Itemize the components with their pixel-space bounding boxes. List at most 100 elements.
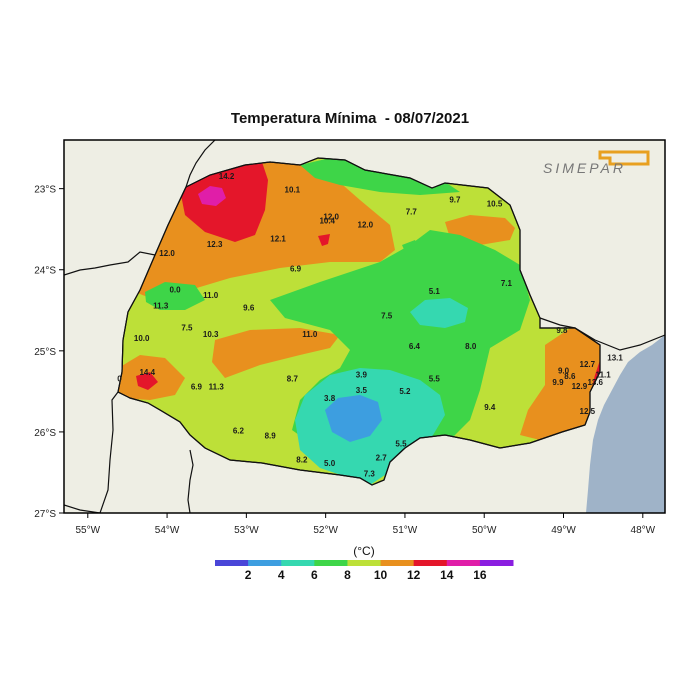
lon-tick-label: 54°W — [155, 525, 180, 536]
lon-tick-label: 51°W — [393, 525, 418, 536]
station-value: 7.5 — [381, 311, 393, 320]
lat-tick-label: 26°S — [34, 428, 56, 439]
station-value: 3.8 — [324, 394, 336, 403]
field-4-6-south — [325, 395, 382, 442]
lat-tick-label: 24°S — [34, 266, 56, 277]
station-value: 12.0 — [323, 212, 339, 221]
temperature-field — [118, 158, 600, 485]
station-value: 9.4 — [484, 403, 496, 412]
station-value: 5.0 — [324, 459, 336, 468]
map-axes: 55°W 54°W 53°W 52°W 51°W 50°W 49°W 48°W 23°S 24°S… — [34, 185, 655, 536]
station-value: 0.0 — [169, 285, 181, 294]
lon-tick-label: 53°W — [234, 525, 259, 536]
station-value: 14.2 — [219, 172, 235, 181]
field-14-16-west — [136, 372, 158, 390]
station-value: 11.0 — [203, 291, 219, 300]
station-value: 7.5 — [181, 324, 193, 333]
station-value: 5.1 — [429, 287, 441, 296]
station-value: 5.2 — [399, 387, 411, 396]
colorbar-segment — [413, 560, 448, 566]
colorbar-label: 6 — [311, 568, 318, 582]
lat-tick-label: 27°S — [34, 509, 56, 520]
station-value: 7.7 — [406, 208, 418, 217]
station-value: 5.5 — [429, 375, 441, 384]
field-14-16-northwest — [180, 162, 268, 242]
station-value: 12.1 — [270, 234, 286, 243]
lon-tick-label: 48°W — [631, 525, 656, 536]
station-value: 11.1 — [596, 371, 612, 380]
lon-tick-label: 52°W — [313, 525, 338, 536]
map-frame — [63, 139, 666, 514]
colorbar-segment — [215, 560, 249, 566]
field-12-14-west-central — [212, 328, 340, 378]
station-value: 12.7 — [580, 360, 596, 369]
station-value: 9.0 — [558, 367, 570, 376]
border-ms-west — [64, 251, 156, 276]
colorbar-label: 16 — [473, 568, 487, 582]
station-value: 14.4 — [139, 368, 155, 377]
station-value: 8.6 — [564, 372, 576, 381]
station-value: 5.5 — [395, 440, 407, 449]
ocean-area — [586, 335, 665, 513]
station-value: 10.1 — [285, 186, 301, 195]
station-value: 8.7 — [287, 375, 299, 384]
station-value: 7.1 — [501, 279, 513, 288]
border-sc-inner — [187, 449, 194, 513]
field-8-10-west — [145, 282, 205, 310]
station-value: 9.9 — [552, 378, 564, 387]
station-value: 3.5 — [356, 386, 368, 395]
field-8-10-north — [300, 158, 460, 195]
field-6-8-central — [410, 298, 468, 328]
station-values: 14.210.112.010.4 12.07.79.7 10.512.312.112… — [117, 172, 623, 479]
colorbar-segment — [281, 560, 315, 566]
colorbar-segment — [347, 560, 382, 566]
colorbar-label: 14 — [440, 568, 454, 582]
station-value: 13.6 — [587, 378, 603, 387]
station-value: 8.2 — [296, 456, 308, 465]
station-value: 6.4 — [409, 342, 421, 351]
station-value: 3.9 — [356, 371, 368, 380]
station-value: 0 — [117, 375, 122, 384]
lon-tick-label: 55°W — [76, 525, 101, 536]
page-title: Temperatura Mínima - 08/07/2021 — [230, 110, 470, 127]
lon-tick-label: 50°W — [472, 525, 497, 536]
border-argentina — [99, 391, 119, 513]
station-value: 10.0 — [134, 334, 150, 343]
border-sc-south — [64, 504, 101, 513]
colorbar-segment — [446, 560, 481, 566]
field-12-14-east — [520, 325, 600, 440]
station-value: 12.3 — [207, 240, 223, 249]
station-value: 6.9 — [191, 383, 203, 392]
station-value: 11.3 — [209, 383, 225, 392]
colorbar-label: 10 — [374, 568, 388, 582]
borders — [64, 140, 665, 513]
lat-tick-label: 25°S — [34, 347, 56, 358]
station-value: 8.0 — [465, 342, 477, 351]
station-value: 8.9 — [265, 431, 277, 440]
station-value: 10.3 — [203, 330, 219, 339]
station-value: 2.7 — [376, 453, 388, 462]
station-value: 11.3 — [153, 302, 169, 311]
logo-text: SIMEPAR — [543, 160, 626, 176]
station-value: 9.8 — [556, 326, 568, 335]
colorbar-label: 12 — [407, 568, 421, 582]
colorbar-unit: (°C) — [353, 544, 374, 558]
station-value: 12.5 — [580, 407, 596, 416]
colorbar-segment — [248, 560, 282, 566]
parana-outline — [117, 157, 601, 486]
logo-mark-icon — [598, 150, 650, 166]
station-value: 7.3 — [364, 470, 376, 479]
station-value: 13.1 — [607, 354, 623, 363]
colorbar: 2 4 6 8 10 12 14 16 — [215, 560, 514, 582]
colorbar-segment — [314, 560, 348, 566]
field-14-16-small-north — [318, 234, 330, 246]
colorbar-label: 8 — [344, 568, 351, 582]
station-value: 9.6 — [243, 303, 255, 312]
colorbar-label: 2 — [245, 568, 252, 582]
station-value: 10.5 — [487, 199, 503, 208]
station-value: 6.2 — [233, 427, 245, 436]
lon-tick-label: 49°W — [551, 525, 576, 536]
station-value: 12.0 — [358, 221, 374, 230]
field-8-10-small — [402, 240, 420, 254]
simepar-logo: SIMEPAR — [543, 150, 650, 176]
